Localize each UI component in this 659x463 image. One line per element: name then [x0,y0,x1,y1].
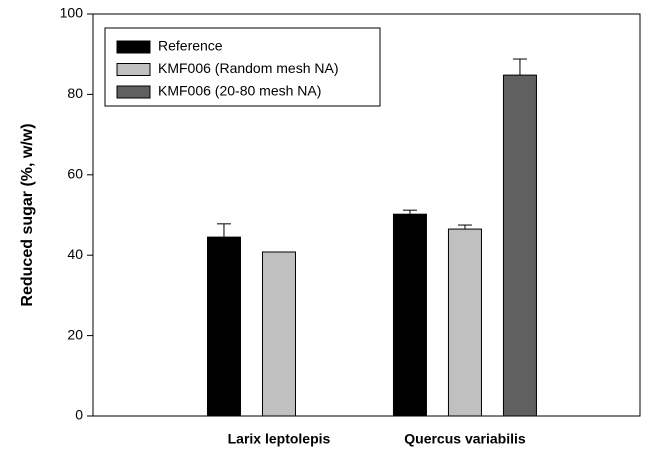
y-tick-label: 20 [67,326,83,342]
legend-label: Reference [158,38,223,54]
bar [447,228,482,417]
y-tick-label: 100 [60,5,84,21]
y-tick-label: 40 [67,246,83,262]
y-tick-label: 60 [67,166,83,182]
plot-frame [92,13,641,417]
bar [502,74,537,417]
legend-swatch [116,63,151,76]
y-tick-label: 0 [75,407,83,423]
legend-label: KMF006 (20-80 mesh NA) [158,83,321,99]
legend-label: KMF006 (Random mesh NA) [158,60,339,76]
y-axis-label: Reduced sugar (%, w/w) [19,123,36,306]
legend-swatch [116,85,151,99]
legend-swatch [116,40,151,54]
y-tick-label: 80 [67,85,83,101]
bar [392,213,427,417]
x-tick-label: Quercus variabilis [404,431,526,447]
legend-box [104,27,381,107]
x-tick-label: Larix leptolepis [228,431,331,447]
bar [206,236,241,417]
bar [261,251,296,417]
